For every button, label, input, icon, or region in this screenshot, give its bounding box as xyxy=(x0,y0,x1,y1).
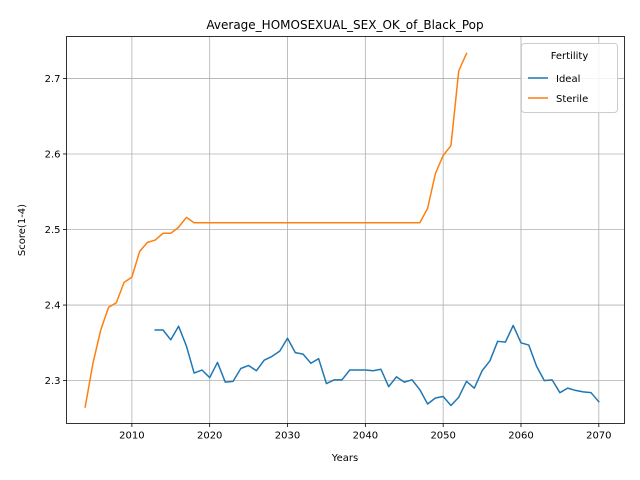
plot-area-frame xyxy=(66,36,625,424)
x-tick-label: 2040 xyxy=(353,431,378,442)
y-tick-label: 2.4 xyxy=(45,301,61,312)
x-tick-label: 2020 xyxy=(197,431,222,442)
y-tick-label: 2.6 xyxy=(45,149,61,160)
legend-title: Fertility xyxy=(551,51,589,62)
series-lines xyxy=(84,52,600,408)
y-tick-label: 2.7 xyxy=(45,74,61,85)
legend-label-ideal: Ideal xyxy=(556,74,580,85)
legend-label-sterile: Sterile xyxy=(556,94,588,105)
x-axis-label: Years xyxy=(331,453,358,464)
legend: Fertility Ideal Sterile xyxy=(521,43,618,113)
x-tick-label: 2070 xyxy=(586,431,611,442)
x-tick-label: 2030 xyxy=(275,431,300,442)
grid-lines xyxy=(66,36,625,424)
y-tick-label: 2.3 xyxy=(45,376,61,387)
x-tick-label: 2050 xyxy=(430,431,455,442)
y-axis-label: Score(1-4) xyxy=(17,204,28,256)
chart-title: Average_HOMOSEXUAL_SEX_OK_of_Black_Pop xyxy=(206,18,483,32)
legend-box xyxy=(521,43,618,113)
x-tick-label: 2060 xyxy=(508,431,533,442)
axis-ticks: 2010 2020 2030 2040 2050 2060 2070 2.3 2.4 2.5 2.6… xyxy=(45,74,612,442)
series-line-sterile xyxy=(84,52,468,408)
y-tick-label: 2.5 xyxy=(45,225,61,236)
series-line-ideal xyxy=(154,324,600,407)
x-tick-label: 2010 xyxy=(119,431,144,442)
